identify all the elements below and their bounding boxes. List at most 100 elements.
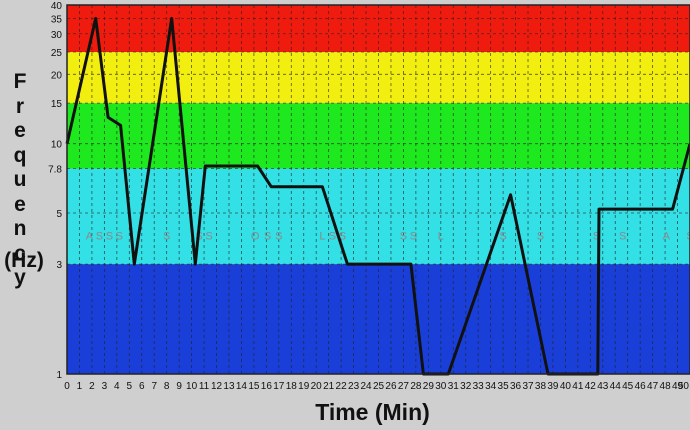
y-axis-label-letter: u — [13, 168, 27, 191]
x-tick-label: 49 — [672, 381, 684, 392]
x-tick-label: 42 — [585, 381, 597, 392]
x-tick-label: 35 — [498, 381, 510, 392]
annotation-label: S — [339, 230, 346, 242]
x-tick-label: 47 — [647, 381, 659, 392]
y-axis-unit: (Hz) — [4, 249, 44, 272]
x-tick-label: 46 — [635, 381, 647, 392]
x-tick-label: 48 — [660, 381, 672, 392]
x-tick-label: 11 — [199, 381, 210, 392]
annotation-label: S — [106, 230, 113, 242]
x-tick-label: 0 — [64, 381, 70, 392]
y-axis-label-letter: e — [14, 119, 26, 142]
y-tick-label: 5 — [56, 209, 62, 220]
y-axis-label-letter: y — [14, 266, 26, 289]
y-tick-label: 25 — [51, 48, 63, 59]
grid-lines — [66, 4, 690, 375]
x-tick-label: 4 — [114, 381, 120, 392]
x-tick-label: 10 — [186, 381, 198, 392]
x-tick-label: 30 — [435, 381, 447, 392]
annotation-label: S — [96, 230, 103, 242]
y-tick-label: 40 — [51, 1, 63, 12]
x-tick-label: 20 — [311, 381, 323, 392]
x-tick-label: 38 — [535, 381, 547, 392]
x-tick-label: 43 — [597, 381, 609, 392]
x-tick-label: 45 — [622, 381, 634, 392]
y-axis-label-letter: n — [13, 217, 27, 240]
x-tick-label: 28 — [410, 381, 422, 392]
y-axis-label-letter: F — [13, 70, 27, 93]
x-tick-label: 31 — [448, 381, 460, 392]
annotation-label: A — [663, 230, 671, 242]
annotation-label: S — [593, 230, 600, 242]
band-2 — [67, 103, 690, 169]
x-tick-label: 18 — [286, 381, 298, 392]
x-tick-label: 2 — [89, 381, 95, 392]
annotation-label: S — [116, 230, 123, 242]
x-tick-label: 21 — [323, 381, 335, 392]
x-tick-label: 12 — [211, 381, 223, 392]
annotation-label: S — [400, 230, 407, 242]
x-tick-label: 8 — [164, 381, 170, 392]
annotation-label: A — [86, 230, 94, 242]
annotation-label: S — [410, 230, 417, 242]
y-tick-label: 20 — [51, 70, 63, 81]
annotation-label: S — [619, 230, 626, 242]
x-tick-label: 25 — [373, 381, 385, 392]
x-tick-labels: 0 1 2 3 4 5 6 7 8 9 10 11 12 13 14 15 16 17 18 19 20 21 22 23 24… — [64, 381, 689, 392]
x-tick-label: 1 — [77, 381, 83, 392]
x-tick-label: 13 — [223, 381, 235, 392]
annotation-label: S — [275, 230, 282, 242]
x-tick-label: 16 — [261, 381, 273, 392]
x-tick-label: 41 — [572, 381, 584, 392]
x-tick-label: 23 — [348, 381, 360, 392]
annotation-label: S — [686, 230, 690, 242]
x-tick-label: 32 — [460, 381, 472, 392]
y-tick-label: 35 — [51, 14, 63, 25]
x-tick-label: 17 — [273, 381, 285, 392]
x-tick-label: 5 — [127, 381, 133, 392]
x-tick-label: 22 — [336, 381, 348, 392]
x-tick-label: 33 — [473, 381, 485, 392]
y-axis-label-letter: c — [14, 241, 26, 265]
x-tick-label: 29 — [423, 381, 435, 392]
y-tick-label: 15 — [51, 99, 63, 110]
x-tick-label: 44 — [610, 381, 622, 392]
x-tick-label: 24 — [360, 381, 372, 392]
annotation-label: S — [163, 230, 170, 242]
annotation-label: S — [329, 230, 336, 242]
x-tick-label: 50 — [678, 381, 690, 392]
x-tick-label: 19 — [298, 381, 310, 392]
y-tick-label: 10 — [51, 140, 63, 151]
x-tick-label: 6 — [139, 381, 145, 392]
annotation-label: S — [205, 230, 212, 242]
x-tick-label: 15 — [248, 381, 260, 392]
x-tick-label: 7 — [151, 381, 157, 392]
y-tick-label: 3 — [56, 260, 62, 271]
annotation-label: S — [537, 230, 544, 242]
x-tick-label: 36 — [510, 381, 522, 392]
annotation-label: O — [251, 230, 260, 242]
annotation-label: S — [264, 230, 271, 242]
y-axis-label-letter: q — [13, 143, 27, 167]
plot-frame — [66, 4, 690, 375]
annotation-label: S — [499, 230, 506, 242]
x-tick-label: 34 — [485, 381, 497, 392]
y-tick-label: 30 — [51, 30, 63, 41]
x-tick-label: 37 — [522, 381, 534, 392]
x-tick-label: 40 — [560, 381, 572, 392]
y-tick-label: 1 — [56, 370, 62, 381]
annotation-label: L — [438, 230, 444, 242]
x-axis-label: Time (Min) — [315, 399, 430, 425]
x-tick-label: 3 — [102, 381, 108, 392]
x-tick-label: 27 — [398, 381, 410, 392]
annotation-label: L — [319, 230, 325, 242]
x-tick-label: 14 — [236, 381, 248, 392]
y-axis-label-letter: e — [14, 192, 26, 216]
x-tick-label: 26 — [385, 381, 397, 392]
x-tick-label: 9 — [176, 381, 182, 392]
x-tick-label: 39 — [547, 381, 559, 392]
y-axis-label-letter: r — [15, 94, 25, 118]
